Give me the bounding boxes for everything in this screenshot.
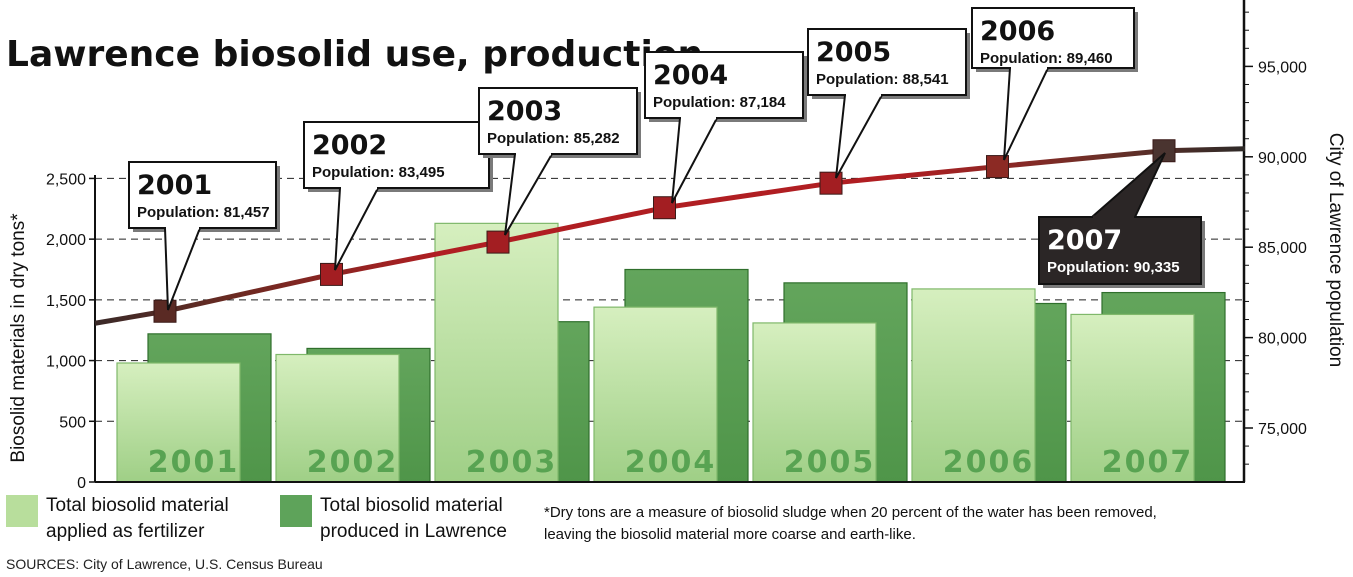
population-line <box>94 139 1246 326</box>
left-tick-label: 1,500 <box>46 293 86 310</box>
right-tick-label: 95,000 <box>1258 59 1307 76</box>
axes <box>94 0 1246 483</box>
callout-population: Population: 81,457 <box>137 204 270 221</box>
callout-pointer <box>1089 152 1166 218</box>
right-tick-label: 90,000 <box>1258 150 1307 167</box>
left-axis-label: Biosolid materials in dry tons* <box>8 213 29 463</box>
callout-pointer <box>334 187 380 271</box>
bar-fertilizer <box>275 353 400 483</box>
callout-pointer <box>1003 67 1050 161</box>
legend-fertilizer-line1: Total biosolid material <box>46 495 229 516</box>
population-marker <box>986 155 1009 179</box>
callout-2007: 2007 Population: 90,335 <box>1038 152 1205 288</box>
callout-box <box>478 87 638 155</box>
bar-fertilizer <box>593 306 718 483</box>
callout-box <box>807 28 967 96</box>
left-tick-label: 500 <box>59 414 86 431</box>
callout-year: 2005 <box>816 37 891 68</box>
right-tick-label: 85,000 <box>1258 240 1307 257</box>
population-marker <box>819 171 843 195</box>
callout-box <box>644 51 804 119</box>
bar-fertilizer <box>911 288 1036 483</box>
callout-box <box>128 161 277 229</box>
callout-box <box>303 121 490 189</box>
callout-pointer <box>835 94 884 179</box>
callout-box <box>1038 216 1202 285</box>
right-tick-label: 80,000 <box>1258 331 1307 348</box>
year-labels: 2001 2002 2003 2004 2005 2006 2007 <box>148 445 1194 480</box>
callout-population: Population: 85,282 <box>487 130 620 147</box>
year-label: 2005 <box>784 445 876 480</box>
population-marker <box>486 230 510 254</box>
bar-fertilizer <box>752 322 877 483</box>
bar-fertilizer <box>434 222 559 483</box>
callout-2006: 2006 Population: 89,460 <box>971 7 1138 161</box>
bar-fertilizer <box>116 362 241 483</box>
population-marker <box>653 196 676 220</box>
callout-pointer <box>671 117 719 204</box>
right-tick-label: 75,000 <box>1258 421 1307 438</box>
callout-year: 2001 <box>137 170 212 201</box>
footnote-line1: *Dry tons are a measure of biosolid slud… <box>544 504 1157 521</box>
chart-title: Lawrence biosolid use, production <box>6 34 703 75</box>
callout-population: Population: 83,495 <box>312 164 445 181</box>
year-label: 2006 <box>943 445 1035 480</box>
callout-population: Population: 89,460 <box>980 50 1113 67</box>
left-tick-label: 1,000 <box>46 354 86 371</box>
legend-swatch-produced <box>280 495 312 527</box>
callout-year: 2006 <box>980 16 1055 47</box>
footnote-line2: leaving the biosolid material more coars… <box>544 526 916 543</box>
bars <box>116 222 1226 483</box>
left-axis-ticks: 0 500 1,000 1,500 2,000 2,500 <box>46 171 95 492</box>
sources: SOURCES: City of Lawrence, U.S. Census B… <box>6 556 323 572</box>
callout-2002: 2002 Population: 83,495 <box>303 121 493 271</box>
callout-2001: 2001 Population: 81,457 <box>128 161 280 311</box>
legend-produced-line1: Total biosolid material <box>320 495 503 516</box>
right-axis-label: City of Lawrence population <box>1325 133 1346 367</box>
year-label: 2004 <box>625 445 717 480</box>
legend-fertilizer-line2: applied as fertilizer <box>46 521 205 542</box>
population-callouts: 2001 Population: 81,457 2002 Population: 83… <box>128 7 1205 311</box>
bar-fertilizer <box>1070 313 1195 483</box>
left-tick-label: 2,000 <box>46 232 86 249</box>
callout-box <box>971 7 1135 69</box>
callout-year: 2003 <box>487 96 562 127</box>
callout-year: 2002 <box>312 130 387 161</box>
left-tick-label: 0 <box>77 475 86 492</box>
year-label: 2002 <box>307 445 399 480</box>
year-label: 2007 <box>1102 445 1194 480</box>
population-marker <box>153 299 177 323</box>
callout-population: Population: 90,335 <box>1047 259 1180 276</box>
year-label: 2003 <box>466 445 558 480</box>
callout-pointer <box>163 227 202 311</box>
year-label: 2001 <box>148 445 240 480</box>
callout-year: 2007 <box>1047 225 1122 256</box>
right-axis-ticks: 75,000 80,000 85,000 90,000 95,000 <box>1244 11 1307 465</box>
left-tick-label: 2,500 <box>46 171 86 188</box>
callout-year: 2004 <box>653 60 728 91</box>
callout-2003: 2003 Population: 85,282 <box>478 87 641 236</box>
population-marker <box>1152 139 1176 163</box>
legend-swatch-fertilizer <box>6 495 38 527</box>
legend-produced-line2: produced in Lawrence <box>320 521 507 542</box>
callout-2005: 2005 Population: 88,541 <box>807 28 970 179</box>
callout-population: Population: 88,541 <box>816 71 949 88</box>
legend: Total biosolid material applied as ferti… <box>6 495 507 542</box>
callout-2004: 2004 Population: 87,184 <box>644 51 807 204</box>
population-marker <box>320 262 343 286</box>
callout-population: Population: 87,184 <box>653 94 786 111</box>
